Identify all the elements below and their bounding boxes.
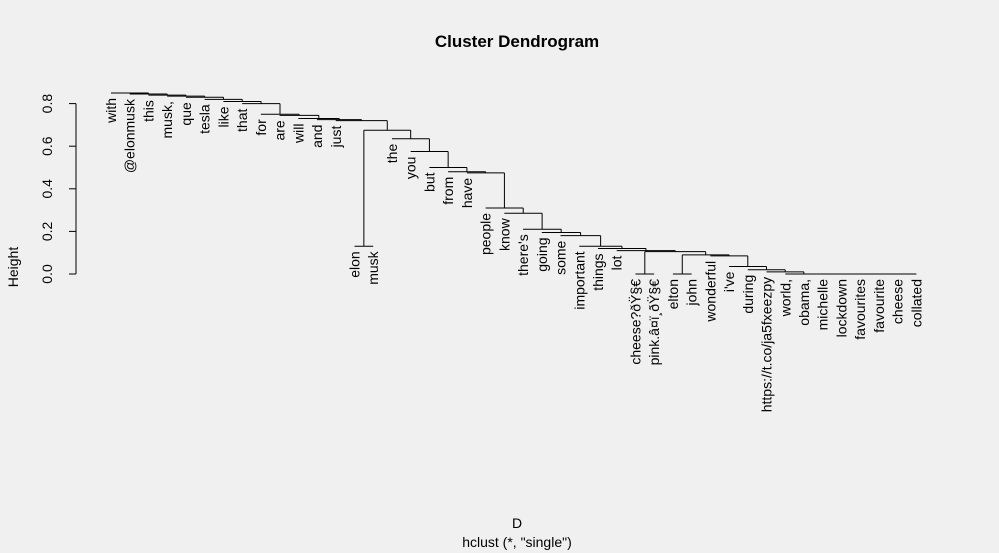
y-tick-label: 0.2 — [39, 221, 55, 241]
leaf-label: for — [253, 119, 269, 136]
leaf-label: and — [309, 125, 325, 148]
leaf-label: this — [140, 100, 156, 122]
leaf-label: favourites — [852, 279, 868, 340]
leaf-label: during — [740, 275, 756, 314]
leaf-label: musk, — [159, 101, 175, 138]
y-tick-label: 0.0 — [39, 264, 55, 284]
leaf-label: cheese?ðŸ§€ — [627, 279, 643, 365]
leaf-label: with — [103, 98, 119, 124]
leaf-label: lockdown — [833, 279, 849, 337]
y-tick-label: 0.6 — [39, 136, 55, 156]
y-axis-label: Height — [5, 247, 21, 288]
y-tick-label: 0.8 — [39, 94, 55, 114]
leaf-label: elton — [665, 279, 681, 309]
leaf-label: from — [440, 177, 456, 205]
leaf-label: que — [178, 102, 194, 126]
leaf-label: you — [403, 157, 419, 180]
leaf-label: will — [290, 124, 306, 144]
leaf-label: wonderful — [702, 261, 718, 323]
leaf-label: collated — [908, 279, 924, 327]
leaf-label: i've — [721, 271, 737, 292]
leaf-label: tesla — [197, 104, 213, 134]
leaf-label: @elonmusk — [122, 98, 138, 173]
leaf-label: pink.â¤ï¸ðŸ§€ — [646, 279, 662, 366]
leaf-label: lot — [609, 255, 625, 270]
chart-title: Cluster Dendrogram — [435, 32, 599, 51]
method-sublabel: hclust (*, "single") — [462, 534, 572, 550]
leaf-label: there's — [515, 234, 531, 276]
leaf-label: have — [459, 178, 475, 209]
leaf-label: going — [534, 237, 550, 271]
leaf-label: world, — [777, 279, 793, 317]
leaf-label: the — [384, 144, 400, 164]
leaf-label: just — [328, 126, 344, 149]
dendrogram-branches — [111, 92, 917, 275]
leaf-label: people — [478, 213, 494, 255]
leaf-label: things — [590, 253, 606, 290]
leaf-label: but — [421, 172, 437, 192]
leaf-label: https://t.co/ja5fxeezpy — [759, 277, 775, 412]
leaf-label: favourite — [871, 279, 887, 333]
leaf-label: musk — [365, 250, 381, 284]
leaf-label: obama, — [796, 279, 812, 326]
leaf-label: elon — [346, 251, 362, 277]
leaf-label: are — [272, 120, 288, 140]
leaf-label: michelle — [815, 279, 831, 331]
leaf-label: know — [496, 217, 512, 251]
y-tick-label: 0.4 — [39, 179, 55, 199]
x-axis-label: D — [512, 515, 522, 531]
leaf-label: important — [571, 251, 587, 309]
leaf-label: that — [234, 108, 250, 131]
leaf-labels: with @elonmusk this musk, que tesla like that fo… — [103, 98, 924, 412]
y-axis: 0.0 0.2 0.4 0.6 0.8 — [39, 94, 77, 284]
leaf-label: like — [215, 106, 231, 127]
leaf-label: cheese — [890, 279, 906, 324]
leaf-label: some — [553, 240, 569, 274]
leaf-label: john — [684, 279, 700, 306]
